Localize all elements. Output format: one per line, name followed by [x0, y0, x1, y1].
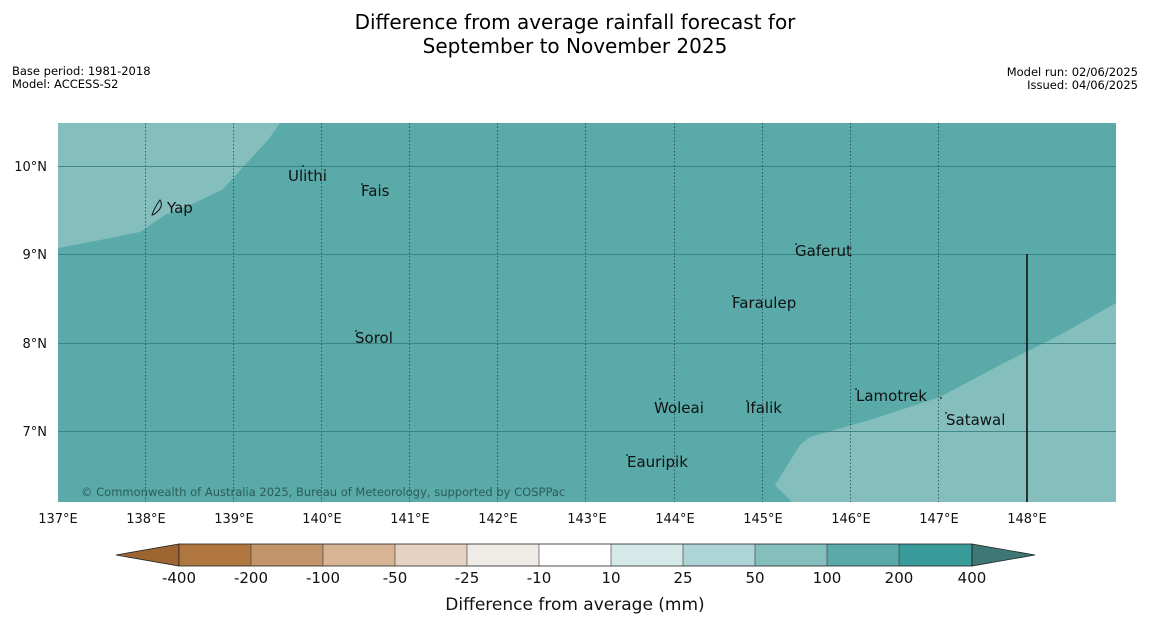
place-label: Fais — [361, 182, 390, 200]
colorbar-tick-label: 25 — [673, 569, 692, 587]
lon-tick-label: 147°E — [919, 512, 959, 527]
lon-tick-label: 143°E — [567, 512, 607, 527]
colorbar — [115, 543, 1036, 567]
place-label: Woleai — [654, 399, 704, 417]
lat-tick-label: 7°N — [23, 425, 48, 440]
place-label: Yap — [166, 199, 193, 217]
lon-tick-label: 141°E — [390, 512, 430, 527]
title-line-2: September to November 2025 — [422, 34, 728, 58]
colorbar-label: Difference from average (mm) — [445, 595, 704, 615]
lon-tick-label: 137°E — [38, 512, 78, 527]
place-label: Sorol — [355, 329, 393, 347]
colorbar-swatch — [611, 544, 683, 566]
meridian-lines — [145, 123, 939, 502]
place-label: Gaferut — [795, 242, 852, 260]
base-period: Base period: 1981-2018 — [12, 64, 151, 78]
colorbar-swatch — [539, 544, 611, 566]
anomaly-region-100-200-southeast — [775, 303, 1116, 502]
lon-tick-label: 145°E — [743, 512, 783, 527]
colorbar-extend-high — [971, 543, 1036, 567]
colorbar-swatch — [251, 544, 323, 566]
colorbar-frame — [178, 543, 973, 567]
place-label: Lamotrek — [856, 387, 927, 405]
colorbar-tick-label: 10 — [601, 569, 620, 587]
place-label: Ifalik — [746, 399, 782, 417]
lon-tick-label: 140°E — [302, 512, 342, 527]
colorbar-extend-low — [115, 543, 180, 567]
colorbar-tick-label: 100 — [813, 569, 842, 587]
colorbar-swatch — [683, 544, 755, 566]
lon-tick-label: 144°E — [655, 512, 695, 527]
lat-tick-label: 10°N — [14, 160, 47, 175]
colorbar-tick-label: 50 — [745, 569, 764, 587]
colorbar-tick-label: -10 — [527, 569, 552, 587]
lat-tick-label: 9°N — [23, 248, 48, 263]
lon-tick-label: 142°E — [478, 512, 518, 527]
colorbar-tick-label: -25 — [455, 569, 480, 587]
colorbar-swatch — [179, 544, 251, 566]
place-label: Faraulep — [732, 294, 796, 312]
meta-right: Model run: 02/06/2025 Issued: 04/06/2025 — [1007, 66, 1138, 92]
model-run: Model run: 02/06/2025 — [1006, 65, 1138, 79]
lat-tick-label: 8°N — [23, 337, 48, 352]
colorbar-tick-label: -100 — [306, 569, 340, 587]
copyright-notice: © Commonwealth of Australia 2025, Bureau… — [81, 485, 565, 499]
meta-left: Base period: 1981-2018 Model: ACCESS-S2 — [12, 65, 151, 91]
parallel-lines — [58, 166, 1116, 432]
model-name: Model: ACCESS-S2 — [12, 77, 119, 91]
colorbar-swatch — [755, 544, 827, 566]
lon-tick-label: 148°E — [1007, 512, 1047, 527]
lon-tick-label: 138°E — [126, 512, 166, 527]
title-line-1: Difference from average rainfall forecas… — [354, 10, 796, 34]
place-label: Eauripik — [627, 453, 688, 471]
place-label: Ulithi — [288, 167, 327, 185]
yap-island-shape — [151, 199, 162, 216]
colorbar-swatch — [899, 544, 972, 566]
lon-tick-label: 139°E — [214, 512, 254, 527]
lon-tick-label: 146°E — [831, 512, 871, 527]
colorbar-tick-label: -400 — [162, 569, 196, 587]
colorbar-swatch — [467, 544, 539, 566]
issued-date: Issued: 04/06/2025 — [1027, 78, 1138, 92]
place-label: Satawal — [946, 411, 1005, 429]
colorbar-tick-label: 200 — [885, 569, 914, 587]
colorbar-swatch — [827, 544, 899, 566]
colorbar-swatch — [395, 544, 467, 566]
island-dots — [302, 165, 947, 456]
map-panel: Yap Ulithi Fais Gaferut Faraulep Sorol L… — [58, 123, 1116, 502]
chart-title: Difference from average rainfall forecas… — [0, 10, 1150, 58]
colorbar-tick-label: 400 — [958, 569, 987, 587]
colorbar-tick-label: -50 — [383, 569, 408, 587]
anomaly-region-100-200-northwest — [58, 123, 280, 248]
colorbar-swatch — [323, 544, 395, 566]
colorbar-tick-label: -200 — [234, 569, 268, 587]
